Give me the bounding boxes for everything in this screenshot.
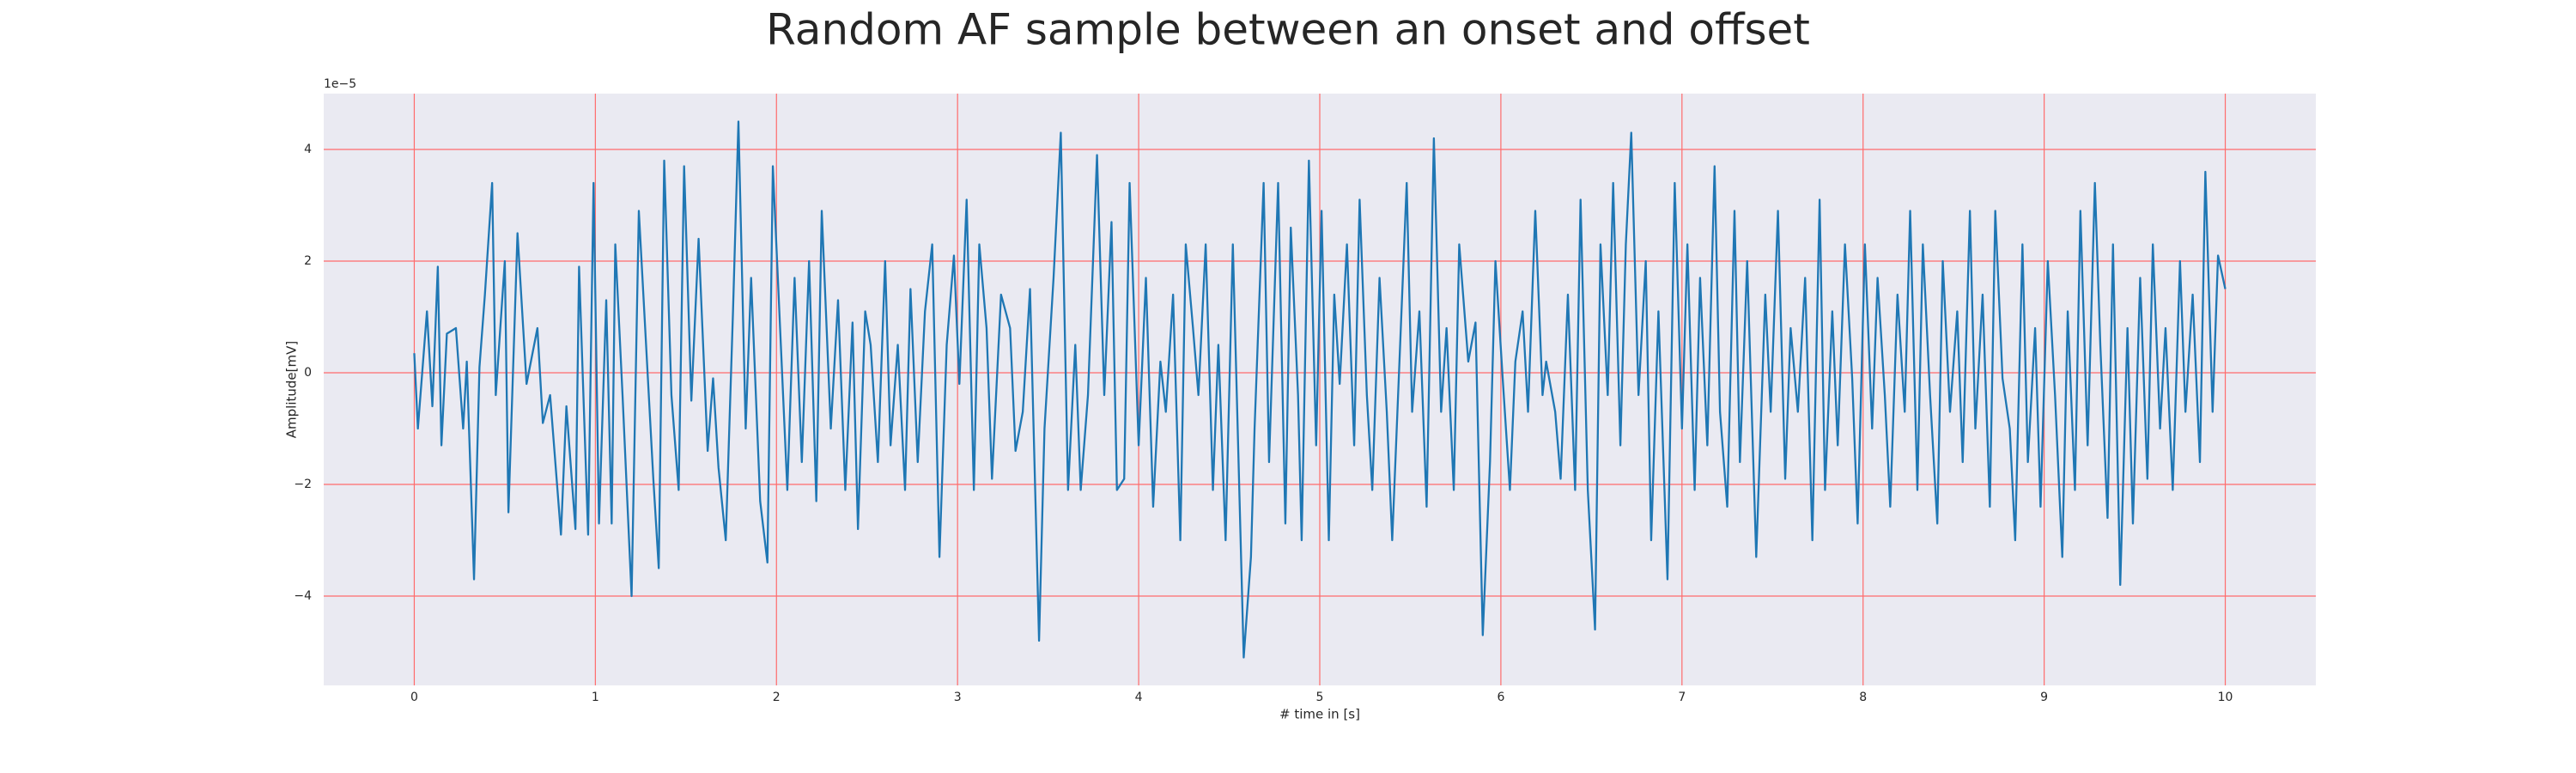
signal-line xyxy=(413,120,2227,659)
x-tick-label: 5 xyxy=(1316,691,1324,704)
x-tick-label: 6 xyxy=(1497,691,1504,704)
chart-title: Random AF sample between an onset and of… xyxy=(766,5,1810,55)
x-tick-label: 9 xyxy=(2040,691,2048,704)
y-offset-label: 1e−5 xyxy=(324,77,356,91)
x-tick-label: 7 xyxy=(1678,691,1686,704)
x-axis-label: # time in [s] xyxy=(1279,707,1360,722)
y-tick-label: 4 xyxy=(304,143,312,156)
x-tick-label: 3 xyxy=(954,691,962,704)
x-tick-label: 8 xyxy=(1859,691,1867,704)
y-tick-label: −2 xyxy=(294,478,312,491)
y-tick-label: 2 xyxy=(304,254,312,268)
y-tick-label: 0 xyxy=(304,366,312,380)
y-tick-label: −4 xyxy=(294,589,312,603)
x-tick-label: 10 xyxy=(2218,691,2233,704)
y-axis-label: Amplitude[mV] xyxy=(284,341,300,438)
x-tick-label: 2 xyxy=(773,691,781,704)
x-tick-label: 0 xyxy=(410,691,418,704)
x-tick-label: 1 xyxy=(592,691,599,704)
x-tick-label: 4 xyxy=(1135,691,1143,704)
